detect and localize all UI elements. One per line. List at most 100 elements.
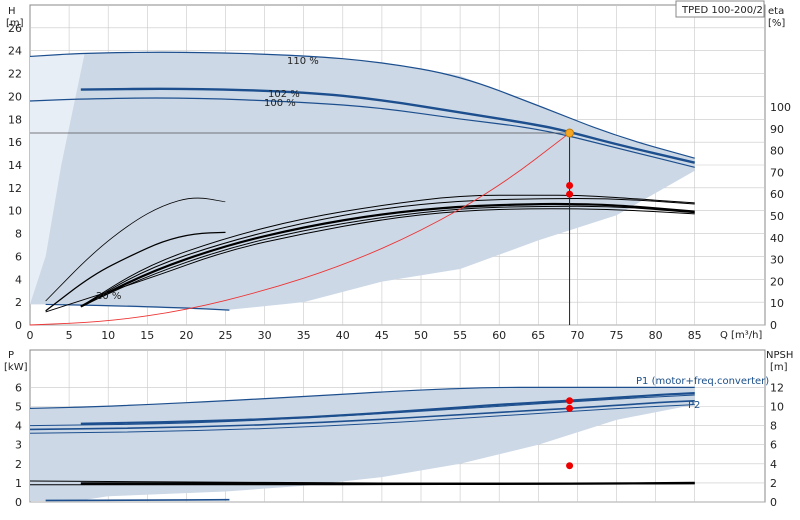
x-tick-label: 75	[610, 329, 624, 342]
series-line-h110	[29, 51, 695, 159]
x-tick-label: 55	[453, 329, 467, 342]
eta-tick-label: 0	[770, 319, 777, 332]
p-tick-label: 4	[15, 420, 22, 433]
p-tick-label: 5	[15, 401, 22, 414]
p-tick-label: 1	[15, 477, 22, 490]
x-tick-label: 10	[101, 329, 115, 342]
eta-axis-label: eta	[768, 6, 784, 17]
curve-label-102: 102 %	[268, 89, 300, 100]
npsh-duty-point	[566, 462, 574, 470]
series-line-h20	[45, 303, 230, 311]
eta-tick-label: 90	[770, 123, 784, 136]
series-line-eta_b	[80, 202, 695, 308]
h-tick-label: 22	[8, 68, 22, 81]
x-tick-label: 65	[531, 329, 545, 342]
p-tick-label: 0	[15, 496, 22, 509]
x-tick-label: 0	[27, 329, 34, 342]
series-line-npsh_b	[80, 481, 695, 485]
eta-tick-label: 60	[770, 188, 784, 201]
h-tick-label: 6	[15, 250, 22, 263]
pump-model-label: TPED 100-200/2	[681, 5, 763, 16]
eta-tick-label: 100	[770, 101, 791, 114]
x-tick-label: 85	[688, 329, 702, 342]
series-line-eta_d	[45, 208, 695, 313]
p-tick-label: 3	[15, 439, 22, 452]
x-tick-label: 70	[570, 329, 584, 342]
p-axis-unit: [kW]	[4, 362, 28, 373]
operating-area-head	[30, 51, 695, 311]
h-tick-label: 14	[8, 159, 22, 172]
series-label-p2: P2	[688, 400, 700, 411]
model-box	[675, 0, 765, 18]
eta-tick-label: 70	[770, 166, 784, 179]
h-tick-label: 16	[8, 136, 22, 149]
npsh-tick-label: 4	[770, 458, 777, 471]
npsh-tick-label: 0	[770, 496, 777, 509]
series-line-p20	[45, 498, 230, 502]
p-axis-label: P	[8, 350, 14, 361]
x-tick-label: 5	[66, 329, 73, 342]
series-line-eta_c	[80, 205, 695, 307]
h-tick-label: 20	[8, 90, 22, 103]
series-label-p1: P1 (motor+freq.converter)	[636, 376, 769, 387]
p-tick-label: 6	[15, 381, 22, 394]
series-line-system	[29, 132, 570, 326]
series-line-h102	[80, 87, 696, 164]
eta-duty-point	[566, 190, 574, 198]
x-tick-label: 60	[492, 329, 506, 342]
series-line-npsh_c	[30, 483, 695, 486]
p-tick-label: 2	[15, 458, 22, 471]
h-tick-label: 12	[8, 182, 22, 195]
series-line-p2_main	[29, 399, 695, 431]
series-line-eta_top	[45, 197, 226, 302]
h-tick-label: 2	[15, 296, 22, 309]
npsh-tick-label: 10	[770, 401, 784, 414]
curve-label-20: 20 %	[96, 291, 121, 302]
h-tick-label: 26	[8, 22, 22, 35]
npsh-axis-label: NPSH	[766, 350, 793, 361]
x-tick-label: 80	[649, 329, 663, 342]
series-line-eta_a	[80, 198, 695, 307]
h-axis-label: H	[8, 6, 16, 17]
q-axis-label: Q [m³/h]	[720, 330, 762, 341]
x-tick-label: 35	[297, 329, 311, 342]
series-line-p1_low	[29, 394, 695, 427]
npsh-axis-unit: [m]	[770, 362, 788, 373]
eta-tick-label: 10	[770, 297, 784, 310]
x-tick-label: 50	[414, 329, 428, 342]
series-line-p1_top	[29, 386, 695, 410]
h-axis-unit: [m]	[6, 18, 24, 29]
eta-axis-unit: [%]	[768, 18, 785, 29]
duty-point	[565, 128, 575, 138]
eta-tick-label: 20	[770, 275, 784, 288]
h-tick-label: 18	[8, 113, 22, 126]
x-tick-label: 15	[140, 329, 154, 342]
eta-tick-label: 50	[770, 210, 784, 223]
curve-label-100: 100 %	[264, 98, 296, 109]
h-tick-label: 24	[8, 45, 22, 58]
eta-tick-label: 30	[770, 254, 784, 267]
eta-duty-point	[566, 181, 574, 189]
npsh-tick-label: 6	[770, 439, 777, 452]
x-tick-label: 20	[179, 329, 193, 342]
h-tick-label: 8	[15, 228, 22, 241]
h-tick-label: 10	[8, 205, 22, 218]
series-line-p2_low	[29, 404, 695, 434]
series-line-eta_max	[80, 194, 695, 307]
operating-area-low	[30, 53, 85, 305]
npsh-tick-label: 2	[770, 477, 777, 490]
x-tick-label: 40	[336, 329, 350, 342]
operating-area-power	[30, 387, 695, 502]
series-line-eta_mid	[45, 231, 226, 312]
npsh-tick-label: 12	[770, 381, 784, 394]
h-tick-label: 4	[15, 273, 22, 286]
x-tick-label: 45	[375, 329, 389, 342]
curve-label-110: 110 %	[287, 56, 319, 67]
x-tick-label: 30	[258, 329, 272, 342]
npsh-tick-label: 8	[770, 420, 777, 433]
x-tick-label: 25	[219, 329, 233, 342]
p2-duty-point	[566, 404, 574, 412]
p1-duty-point	[566, 397, 574, 405]
